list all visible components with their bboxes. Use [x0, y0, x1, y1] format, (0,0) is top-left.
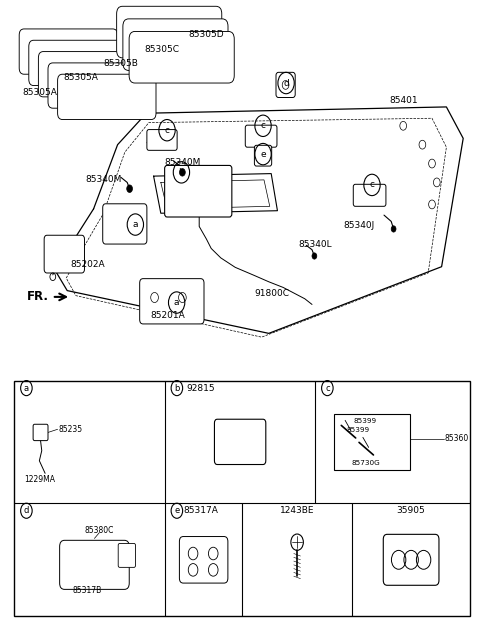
- FancyBboxPatch shape: [245, 125, 277, 147]
- FancyBboxPatch shape: [129, 31, 234, 83]
- Text: d: d: [283, 79, 289, 87]
- Text: 85401: 85401: [389, 96, 418, 105]
- FancyBboxPatch shape: [180, 537, 228, 583]
- FancyBboxPatch shape: [254, 145, 272, 166]
- Text: 85340M: 85340M: [85, 175, 121, 184]
- Text: 85305C: 85305C: [145, 45, 180, 53]
- Text: a: a: [174, 298, 180, 307]
- Circle shape: [391, 226, 396, 232]
- Text: b: b: [174, 384, 180, 392]
- Text: 85399: 85399: [347, 427, 370, 433]
- Text: c: c: [261, 121, 265, 130]
- Text: 91800C: 91800C: [254, 289, 289, 298]
- Text: d: d: [24, 506, 29, 515]
- Text: 85317B: 85317B: [72, 586, 102, 595]
- Text: 85305A: 85305A: [63, 74, 98, 82]
- Text: 85305B: 85305B: [104, 59, 138, 68]
- FancyBboxPatch shape: [147, 130, 177, 150]
- Text: e: e: [260, 150, 266, 159]
- FancyBboxPatch shape: [276, 72, 295, 97]
- Text: 92815: 92815: [187, 384, 215, 392]
- FancyBboxPatch shape: [33, 424, 48, 440]
- Text: 85317A: 85317A: [183, 506, 218, 515]
- Text: 85235: 85235: [59, 425, 83, 434]
- Text: a: a: [132, 220, 138, 229]
- FancyBboxPatch shape: [117, 6, 222, 58]
- FancyBboxPatch shape: [29, 40, 127, 86]
- Text: c: c: [370, 181, 374, 189]
- Text: FR.: FR.: [26, 291, 48, 303]
- Circle shape: [312, 253, 317, 259]
- Text: 1229MA: 1229MA: [24, 475, 55, 484]
- Bar: [334, 414, 410, 470]
- Text: 85202A: 85202A: [70, 260, 105, 269]
- Text: a: a: [24, 384, 29, 392]
- FancyBboxPatch shape: [38, 52, 137, 97]
- FancyBboxPatch shape: [58, 74, 156, 120]
- Text: 85340J: 85340J: [343, 221, 375, 230]
- Text: 85380C: 85380C: [84, 526, 114, 535]
- Text: 85360: 85360: [445, 434, 469, 443]
- Text: c: c: [325, 384, 330, 392]
- Text: 85340L: 85340L: [299, 240, 332, 249]
- Bar: [14, 381, 470, 616]
- FancyBboxPatch shape: [44, 235, 84, 273]
- Text: c: c: [165, 126, 169, 135]
- FancyBboxPatch shape: [123, 19, 228, 70]
- FancyBboxPatch shape: [165, 165, 232, 217]
- FancyBboxPatch shape: [118, 543, 135, 567]
- FancyBboxPatch shape: [48, 63, 146, 108]
- FancyBboxPatch shape: [103, 204, 147, 244]
- Circle shape: [127, 185, 132, 192]
- Text: b: b: [179, 168, 184, 177]
- FancyBboxPatch shape: [140, 279, 204, 324]
- Text: 85730G: 85730G: [352, 460, 381, 465]
- Circle shape: [180, 169, 185, 176]
- Text: 85201A: 85201A: [151, 311, 185, 320]
- Text: 35905: 35905: [397, 506, 425, 515]
- Text: 85305A: 85305A: [22, 88, 57, 97]
- Text: 85399: 85399: [353, 418, 376, 424]
- Text: e: e: [174, 506, 180, 515]
- FancyBboxPatch shape: [383, 535, 439, 585]
- Text: 85340M: 85340M: [164, 158, 201, 167]
- Text: 1243BE: 1243BE: [280, 506, 314, 515]
- Text: 85305D: 85305D: [189, 30, 224, 39]
- FancyBboxPatch shape: [19, 29, 118, 74]
- FancyBboxPatch shape: [215, 420, 266, 464]
- FancyBboxPatch shape: [60, 540, 129, 589]
- FancyBboxPatch shape: [353, 184, 386, 206]
